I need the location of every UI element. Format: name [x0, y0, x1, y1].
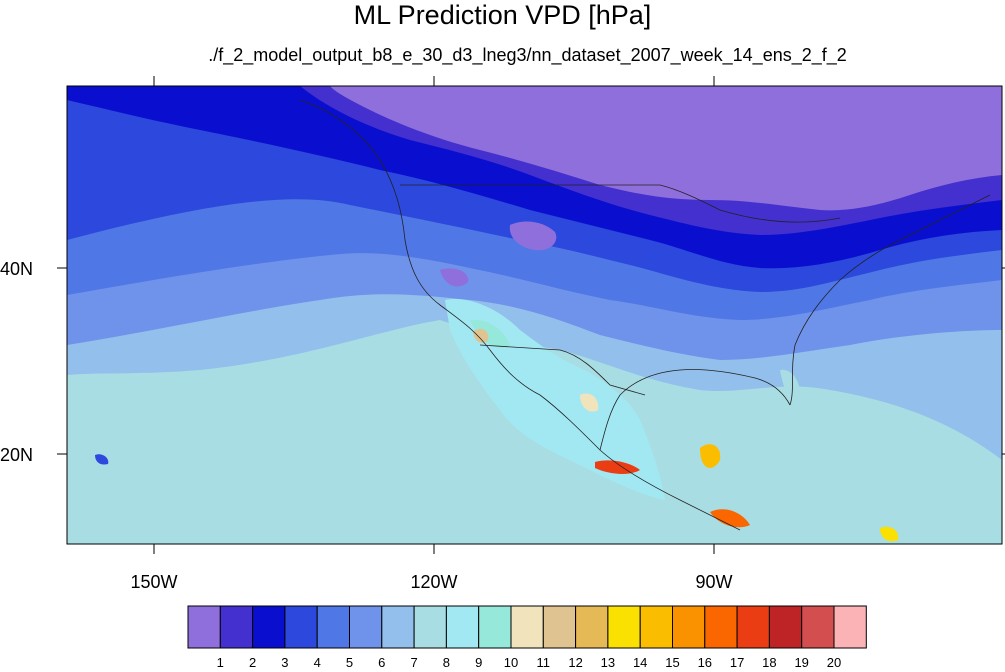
gulf-coast-line: [599, 369, 791, 451]
vpd-feature-west-2: [440, 268, 469, 287]
vpd-feature-mexico-5: [700, 444, 721, 468]
colorbar-label: 16: [697, 655, 713, 670]
lat-label-40n: 40N: [0, 259, 34, 279]
colorbar-label: 17: [729, 655, 745, 670]
us-canada-border: [400, 184, 841, 223]
vpd-feature-mexico-3: [580, 393, 599, 412]
west-coast-line: [299, 99, 741, 531]
colorbar-swatch: [445, 605, 480, 649]
colorbar: [187, 605, 867, 649]
vpd-feature-baja: [473, 328, 489, 343]
vpd-feature-florida: [780, 369, 800, 400]
colorbar-swatch: [381, 605, 415, 649]
colorbar-swatch: [187, 605, 221, 649]
colorbar-swatch: [413, 605, 447, 649]
colorbar-label: 18: [762, 655, 777, 670]
colorbar-swatch: [768, 605, 803, 649]
colorbar-label: 20: [826, 655, 842, 670]
vpd-band-1: [330, 86, 1002, 211]
map-frame: [66, 85, 1003, 545]
vpd-feature-mexico: [445, 299, 665, 500]
lon-label-150w: 150W: [130, 572, 178, 592]
colorbar-label: 5: [345, 655, 354, 670]
colorbar-swatch: [801, 605, 835, 649]
colorbar-label: 1: [216, 655, 224, 670]
vpd-feature-mexico-4: [595, 460, 640, 474]
vpd-feature-central-am: [710, 509, 750, 528]
colorbar-label: 14: [632, 655, 648, 670]
colorbar-label: 6: [378, 655, 386, 670]
colorbar-label: 9: [475, 655, 483, 670]
colorbar-swatch: [510, 605, 544, 649]
colorbar-swatch: [607, 605, 641, 649]
colorbar-label: 2: [248, 655, 257, 670]
colorbar-swatch: [316, 605, 350, 649]
coastlines: [299, 99, 991, 531]
colorbar-label: 19: [794, 655, 809, 670]
colorbar-swatch: [575, 605, 609, 649]
lon-label-90w: 90W: [695, 572, 733, 592]
colorbar-label: 4: [313, 655, 321, 670]
colorbar-swatch: [639, 605, 674, 649]
colorbar-label: 3: [281, 655, 289, 670]
ticks: [57, 76, 1005, 554]
vpd-feature-hawaii: [95, 454, 109, 465]
map-title: ML Prediction VPD [hPa]: [353, 0, 652, 30]
vpd-feature-west-1: [509, 221, 557, 251]
lon-label-120w: 120W: [410, 572, 458, 592]
colorbar-swatch: [833, 605, 867, 649]
colorbar-swatch: [736, 605, 770, 649]
colorbar-swatch: [284, 605, 318, 649]
colorbar-swatch: [672, 605, 706, 649]
colorbar-label: 11: [536, 655, 551, 670]
us-mexico-border: [479, 344, 646, 396]
vpd-feature-caribbean: [880, 526, 899, 542]
colorbar-swatch: [349, 605, 383, 649]
colorbar-swatch: [542, 605, 577, 649]
colorbar-label: 8: [442, 655, 450, 670]
colorbar-label: 10: [503, 655, 519, 670]
colorbar-swatch: [704, 605, 738, 649]
colorbar-swatch: [478, 605, 512, 649]
lat-label-20n: 20N: [0, 445, 34, 465]
east-coast-line: [789, 194, 991, 406]
vpd-feature-mexico-2: [470, 319, 510, 348]
colorbar-swatch: [219, 605, 254, 649]
colorbar-label: 7: [410, 655, 418, 670]
colorbar-label: 13: [600, 655, 616, 670]
colorbar-label: 15: [665, 655, 680, 670]
map-subtitle: ./f_2_model_output_b8_e_30_d3_lneg3/nn_d…: [208, 45, 847, 65]
colorbar-label: 12: [568, 655, 583, 670]
colorbar-swatch: [252, 605, 286, 649]
vpd-field: [67, 86, 1002, 544]
